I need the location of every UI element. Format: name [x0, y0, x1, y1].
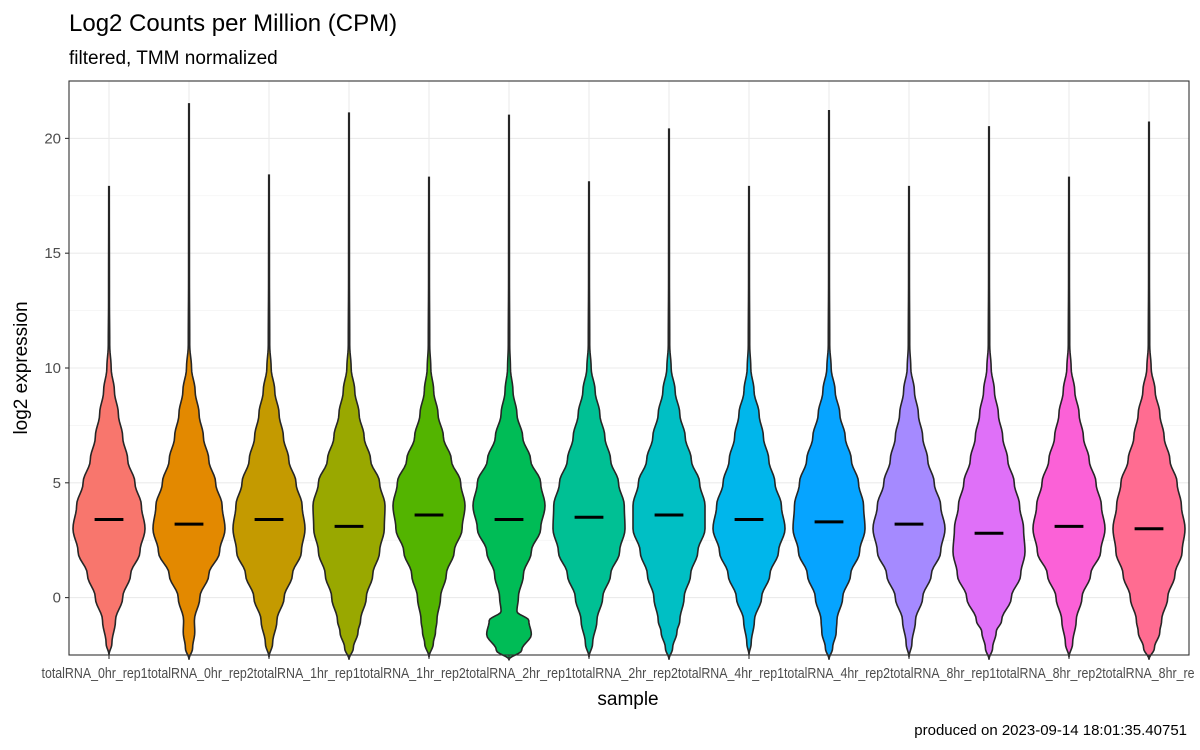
y-axis-title: log2 expression: [11, 301, 32, 434]
violin-6: [472, 114, 546, 662]
caption: produced on 2023-09-14 18:01:35.40751: [914, 722, 1187, 739]
x-axis-title: sample: [597, 689, 658, 710]
violin-13: [1032, 176, 1106, 658]
violin-2: [152, 103, 226, 660]
y-tick-label: 10: [44, 360, 61, 377]
violin-3: [232, 174, 306, 658]
y-tick-label: 20: [44, 130, 61, 147]
violin-12: [952, 126, 1026, 660]
x-tick-labels: totalRNA_0hr_rep1totalRNA_0hr_rep2totalR…: [42, 665, 1195, 682]
violin-7: [552, 181, 626, 658]
violin-14: [1112, 121, 1186, 660]
violin-10: [792, 110, 866, 660]
chart-title: Log2 Counts per Million (CPM): [69, 10, 397, 37]
violin-4: [312, 112, 386, 660]
violin-11: [872, 185, 946, 658]
violin-8: [632, 128, 706, 660]
y-axis: 0 5 10 15 20: [44, 130, 69, 607]
violin-5: [392, 176, 466, 658]
y-tick-label: 5: [53, 475, 61, 492]
chart-subtitle: filtered, TMM normalized: [69, 48, 278, 69]
violins: [72, 103, 1186, 662]
violin-1: [72, 185, 146, 656]
y-tick-label: 0: [53, 590, 61, 607]
x-axis: totalRNA_0hr_rep1totalRNA_0hr_rep2totalR…: [42, 655, 1195, 682]
violin-9: [712, 185, 786, 656]
y-tick-label: 15: [44, 245, 61, 262]
